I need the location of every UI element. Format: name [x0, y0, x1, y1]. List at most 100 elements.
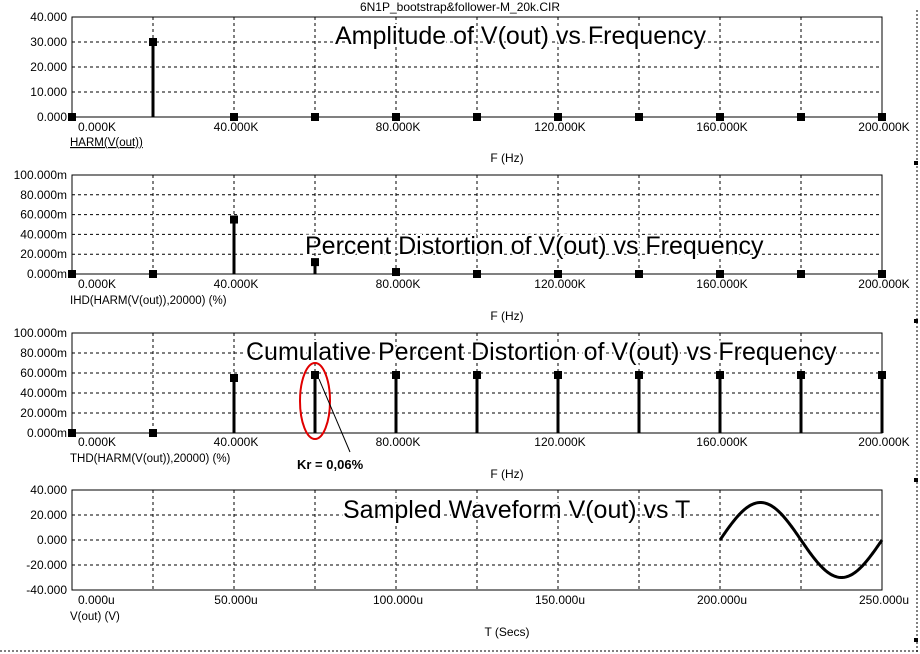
plot-title: Cumulative Percent Distortion of V(out) …: [246, 338, 837, 366]
plot-panel-1: 0.000 10.000 20.000 30.000 40.000 0.000K 40.00…: [30, 10, 909, 165]
harmonic-marker: [554, 270, 562, 278]
panel-resize-handle: [914, 319, 918, 323]
harmonic-marker: [473, 270, 481, 278]
panel-resize-handle: [914, 161, 918, 165]
y-tick-label: 60.000m: [20, 366, 67, 380]
harmonic-marker: [149, 429, 157, 437]
plot-title: Amplitude of V(out) vs Frequency: [335, 22, 706, 50]
y-tick-label: 0.000m: [27, 426, 67, 440]
plot-panel-3: 0.000m 20.000m 40.000m 60.000m 80.000m 100.00…: [14, 326, 910, 481]
harmonic-marker: [392, 113, 400, 121]
harmonic-marker: [635, 270, 643, 278]
y-tick-label: 0.000m: [27, 267, 67, 281]
y-tick-label: 20.000m: [20, 247, 67, 261]
harmonic-marker: [230, 215, 238, 224]
y-tick-label: 0.000: [37, 110, 67, 124]
trace-label: V(out) (V): [70, 611, 120, 623]
y-tick-label: 60.000m: [20, 208, 67, 222]
x-tick-label: 120.000K: [534, 120, 585, 134]
y-tick-label: 20.000: [30, 60, 67, 74]
harmonic-marker: [878, 371, 886, 379]
harmonic-marker: [635, 371, 643, 379]
x-tick-label: 50.000u: [214, 593, 257, 607]
y-tick-label: 40.000: [30, 10, 67, 24]
y-tick-label: -40.000: [26, 583, 67, 597]
x-tick-label: 40.000K: [214, 120, 259, 134]
y-tick-label: 40.000m: [20, 227, 67, 241]
x-tick-label: 200.000K: [858, 120, 909, 134]
x-axis-label: F (Hz): [490, 467, 523, 481]
harmonic-marker: [797, 371, 805, 379]
trace-label: THD(HARM(V(out)),20000) (%): [70, 453, 231, 465]
harmonic-marker: [716, 371, 724, 379]
y-tick-label: 20.000m: [20, 406, 67, 420]
waveform-line: [718, 500, 884, 580]
panel-resize-handle: [914, 478, 918, 482]
x-tick-label: 120.000K: [534, 435, 585, 449]
harmonic-marker: [68, 113, 76, 121]
harmonic-marker: [554, 113, 562, 121]
harmonic-marker: [716, 113, 724, 121]
panel-resize-handle: [914, 638, 918, 642]
x-tick-label: 80.000K: [376, 277, 421, 291]
y-tick-label: 80.000m: [20, 188, 67, 202]
x-tick-label: 120.000K: [534, 277, 585, 291]
x-tick-label: 200.000u: [697, 593, 747, 607]
harmonic-marker: [797, 270, 805, 278]
annotation-pointer: [318, 378, 351, 453]
plot-title: Percent Distortion of V(out) vs Frequenc…: [305, 232, 764, 260]
harmonic-marker: [392, 268, 400, 277]
y-tick-label: 80.000m: [20, 346, 67, 360]
x-tick-label: 160.000K: [696, 435, 747, 449]
harmonic-marker: [878, 270, 886, 278]
plot-panel-2: 0.000m 20.000m 40.000m 60.000m 80.000m 100.00…: [14, 168, 910, 323]
harmonic-marker: [878, 113, 886, 121]
x-tick-label: 100.000u: [373, 593, 423, 607]
x-tick-label: 250.000u: [859, 593, 909, 607]
x-tick-label: 80.000K: [376, 435, 421, 449]
y-tick-label: -20.000: [26, 558, 67, 572]
harmonic-marker: [473, 113, 481, 121]
plot-panel-4: -40.000 -20.000 0.000 20.000 40.000 0.000u 50.…: [26, 483, 909, 639]
y-tick-label: 0.000: [37, 533, 67, 547]
x-tick-label: 200.000K: [858, 277, 909, 291]
x-axis-label: F (Hz): [490, 309, 523, 323]
x-tick-label: 80.000K: [376, 120, 421, 134]
trace-label: HARM(V(out)): [70, 137, 143, 149]
x-tick-label: 0.000K: [78, 120, 116, 134]
x-tick-label: 40.000K: [214, 277, 259, 291]
harmonic-marker: [68, 429, 76, 437]
harmonic-marker: [230, 113, 238, 121]
harmonic-marker: [716, 270, 724, 278]
x-axis-label: F (Hz): [490, 151, 523, 165]
x-tick-label: 150.000u: [535, 593, 585, 607]
y-tick-label: 100.000m: [14, 326, 67, 340]
harmonic-marker: [149, 270, 157, 278]
annotation-label: Kr = 0,06%: [297, 457, 364, 472]
x-tick-label: 40.000K: [214, 435, 259, 449]
x-axis-label: T (Secs): [484, 625, 529, 639]
harmonic-marker: [635, 113, 643, 121]
y-tick-label: 40.000m: [20, 386, 67, 400]
x-tick-label: 0.000K: [78, 277, 116, 291]
y-tick-label: 100.000m: [14, 168, 67, 182]
harmonic-marker: [230, 374, 238, 382]
plot-title: Sampled Waveform V(out) vs T: [343, 496, 690, 524]
y-tick-label: 40.000: [30, 483, 67, 497]
trace-label: IHD(HARM(V(out)),20000) (%): [70, 295, 227, 307]
y-tick-label: 20.000: [30, 508, 67, 522]
x-tick-label: 160.000K: [696, 120, 747, 134]
x-tick-label: 0.000K: [78, 435, 116, 449]
window-title: 6N1P_bootstrap&follower-M_20k.CIR: [359, 0, 561, 14]
harmonic-marker: [311, 258, 319, 267]
harmonic-marker: [797, 113, 805, 121]
harmonic-marker: [68, 270, 76, 278]
harmonic-marker: [311, 371, 319, 379]
y-tick-label: 30.000: [30, 35, 67, 49]
harmonic-marker: [392, 371, 400, 379]
x-tick-label: 0.000u: [78, 593, 115, 607]
x-tick-label: 200.000K: [858, 435, 909, 449]
y-tick-label: 10.000: [30, 85, 67, 99]
x-tick-label: 160.000K: [696, 277, 747, 291]
